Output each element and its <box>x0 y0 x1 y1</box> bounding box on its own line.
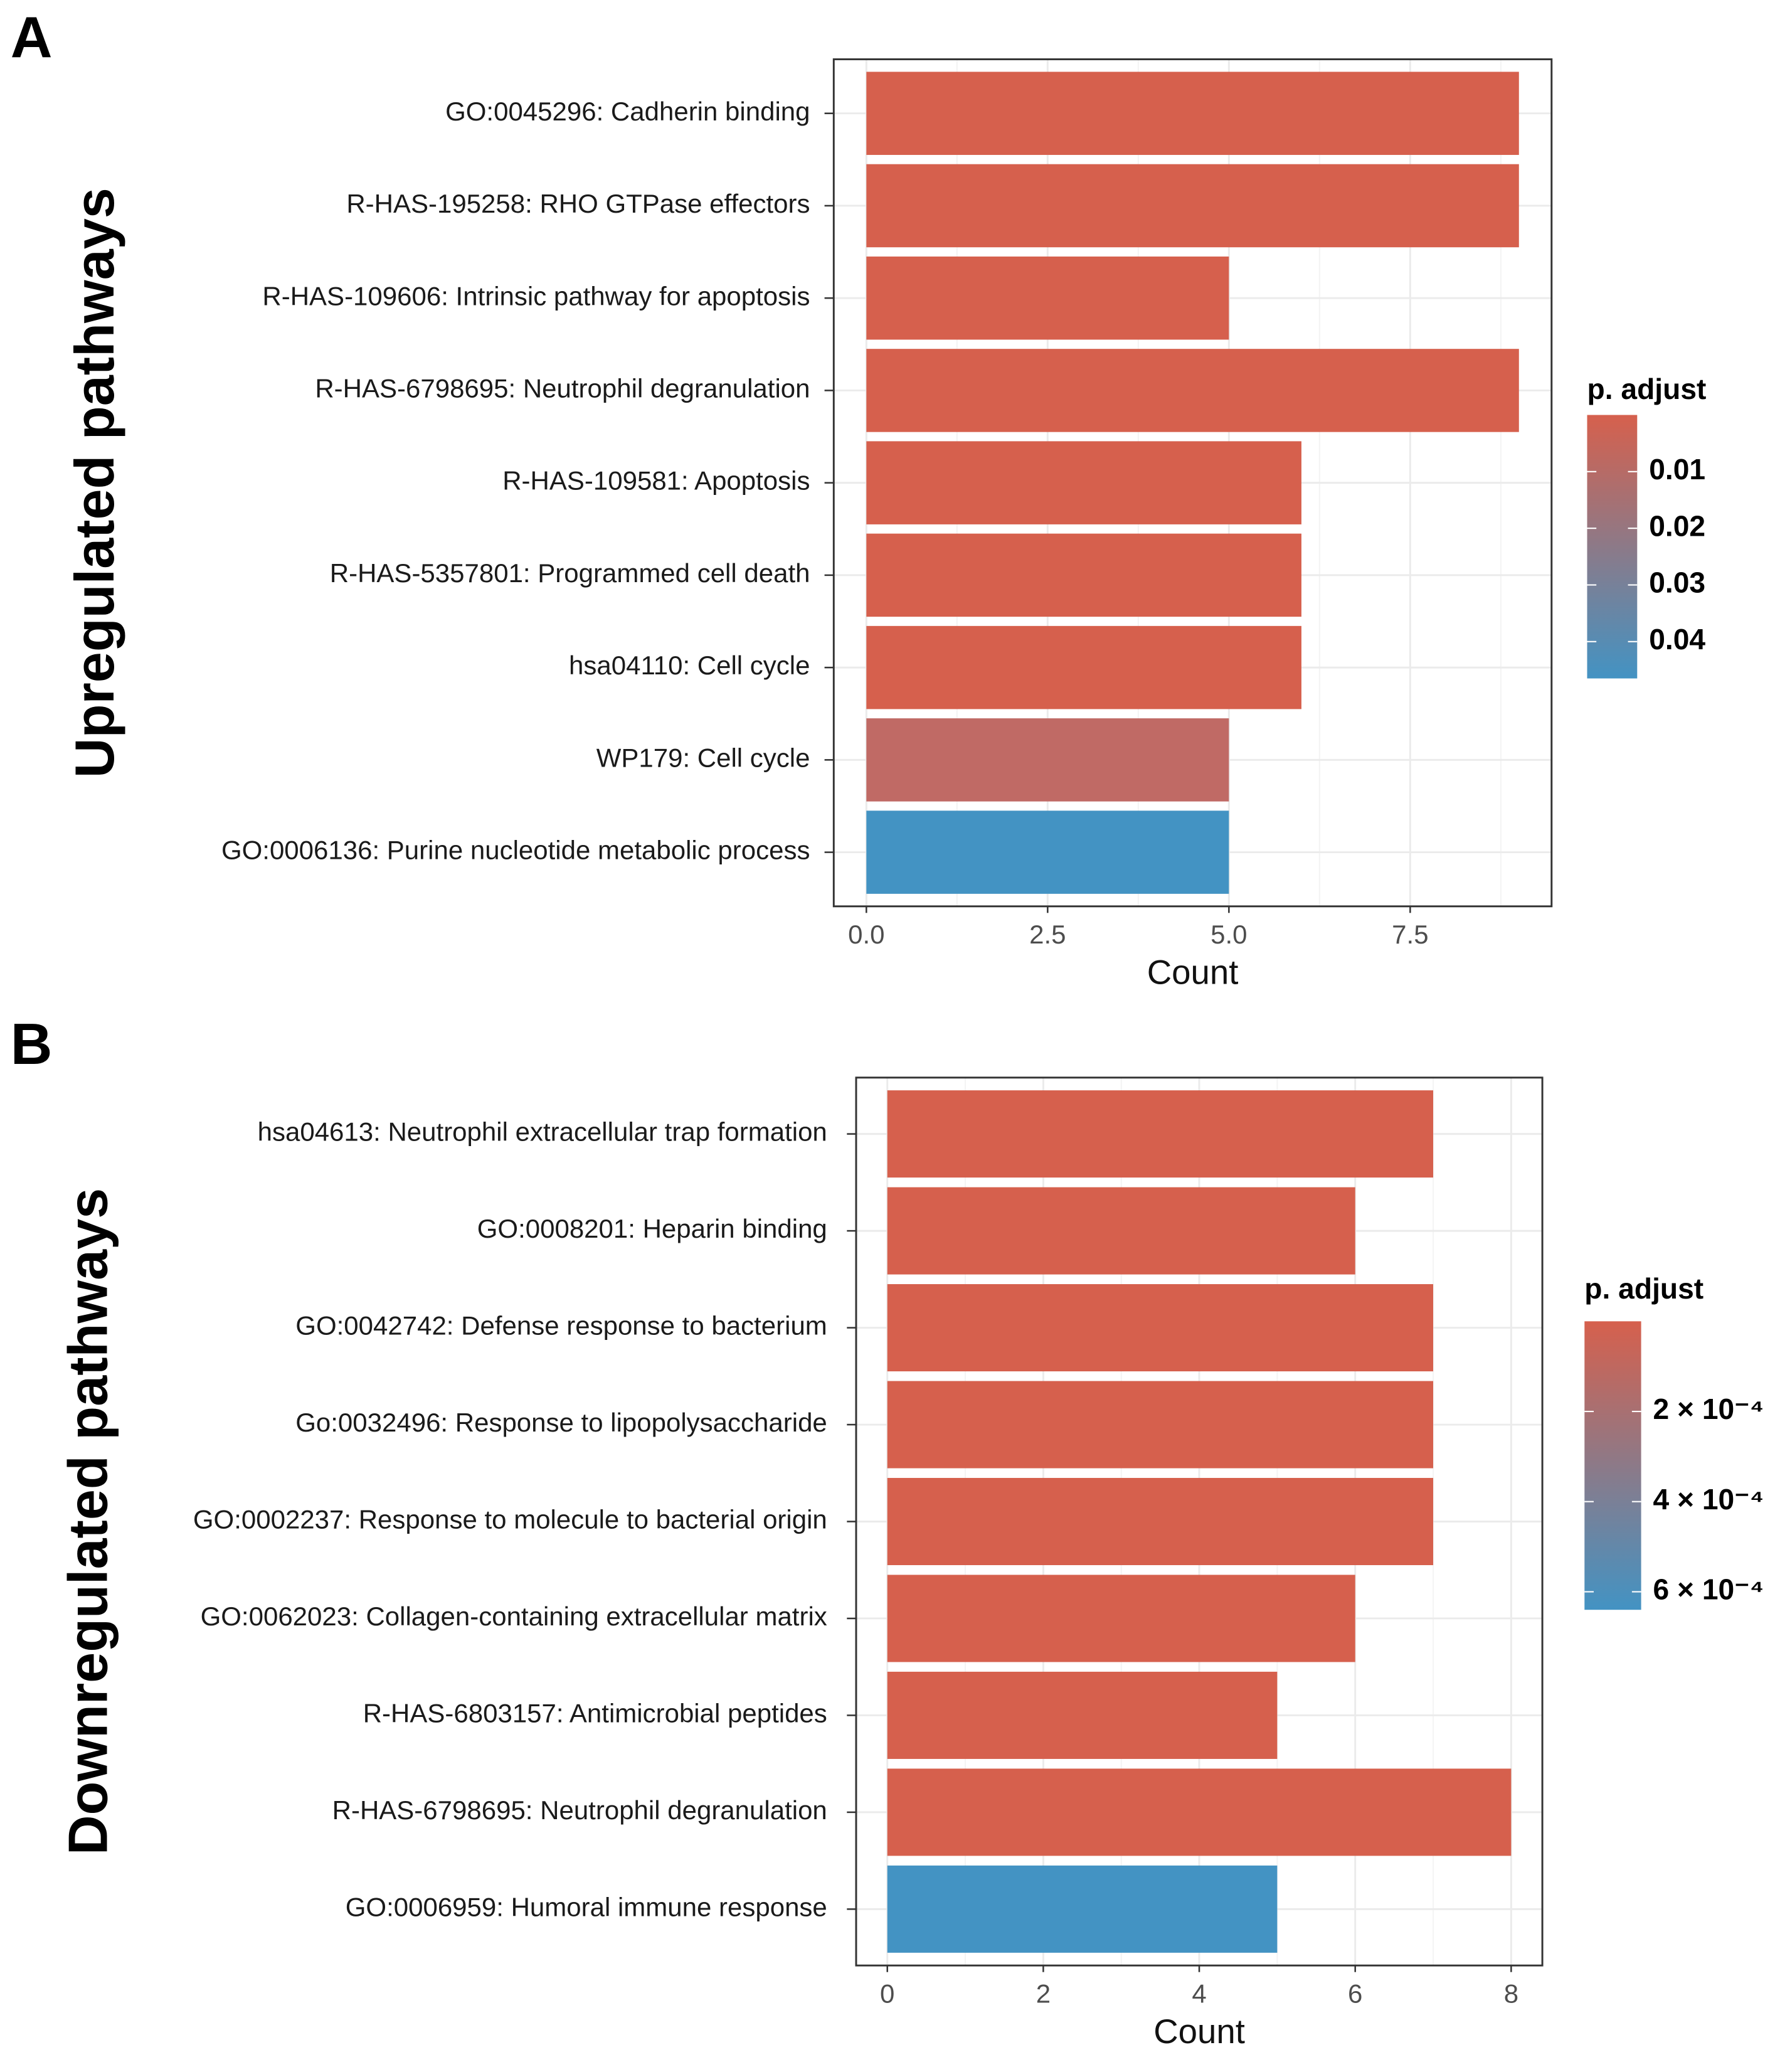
x-axis-label: Count <box>1153 2012 1245 2051</box>
y-axis-label: Downregulated pathways <box>56 1188 119 1855</box>
bar <box>887 1865 1278 1953</box>
y-tick-label: GO:0042742: Defense response to bacteriu… <box>295 1311 827 1341</box>
bar <box>866 164 1519 248</box>
x-tick-label: 0 <box>880 1979 894 2009</box>
panel-letter: B <box>11 1011 53 1076</box>
colorbar <box>1587 415 1638 679</box>
colorbar-label: 0.01 <box>1649 453 1705 486</box>
bar <box>866 72 1519 155</box>
y-tick-label: GO:0045296: Cadherin binding <box>445 97 810 126</box>
y-tick-label: R-HAS-109606: Intrinsic pathway for apop… <box>262 281 810 311</box>
y-tick-label: hsa04613: Neutrophil extracellular trap … <box>258 1117 827 1147</box>
bar <box>866 441 1301 524</box>
colorbar-label: 4 × 10⁻⁴ <box>1653 1483 1764 1516</box>
colorbar-label: 2 × 10⁻⁴ <box>1653 1393 1764 1425</box>
legend-title: p. adjust <box>1584 1272 1703 1305</box>
y-tick-label: R-HAS-6798695: Neutrophil degranulation <box>315 374 810 403</box>
x-tick-label: 4 <box>1192 1979 1206 2009</box>
y-tick-label: hsa04110: Cell cycle <box>569 651 810 680</box>
colorbar-label: 0.04 <box>1649 623 1705 656</box>
bar <box>866 256 1229 340</box>
bar <box>887 1768 1512 1856</box>
y-tick-label: GO:0006136: Purine nucleotide metabolic … <box>221 836 810 865</box>
bar <box>887 1477 1434 1566</box>
y-tick-label: R-HAS-5357801: Programmed cell death <box>330 558 810 588</box>
colorbar-label: 0.03 <box>1649 566 1705 599</box>
legend-title: p. adjust <box>1587 373 1707 405</box>
bar <box>887 1284 1434 1372</box>
bar <box>866 810 1229 894</box>
y-tick-label: GO:0008201: Heparin binding <box>477 1214 827 1243</box>
y-tick-label: WP179: Cell cycle <box>596 743 810 772</box>
y-tick-label: GO:0062023: Collagen-containing extracel… <box>201 1602 827 1631</box>
y-tick-label: R-HAS-195258: RHO GTPase effectors <box>346 189 810 218</box>
bar <box>887 1671 1278 1759</box>
bar <box>866 718 1229 802</box>
x-tick-label: 2 <box>1036 1979 1051 2009</box>
y-tick-label: GO:0006959: Humoral immune response <box>346 1892 827 1921</box>
bar <box>866 533 1301 617</box>
bar <box>866 625 1301 709</box>
colorbar-label: 0.02 <box>1649 509 1705 542</box>
y-tick-label: R-HAS-6803157: Antimicrobial peptides <box>363 1699 827 1728</box>
bar <box>887 1090 1434 1178</box>
plot-border <box>855 1076 1544 1967</box>
panel-letter: A <box>11 5 53 70</box>
plot-border <box>832 58 1553 908</box>
bar <box>887 1575 1355 1662</box>
x-tick-label: 0.0 <box>848 920 884 949</box>
colorbar-label: 6 × 10⁻⁴ <box>1653 1573 1764 1606</box>
y-tick-label: GO:0002237: Response to molecule to bact… <box>193 1505 827 1534</box>
x-tick-label: 2.5 <box>1029 920 1066 949</box>
bar <box>887 1381 1434 1469</box>
bar <box>887 1187 1355 1275</box>
y-tick-label: R-HAS-6798695: Neutrophil degranulation <box>332 1795 827 1825</box>
x-tick-label: 6 <box>1348 1979 1362 2009</box>
colorbar <box>1584 1321 1641 1610</box>
y-tick-label: R-HAS-109581: Apoptosis <box>502 466 810 496</box>
bar <box>866 349 1519 432</box>
x-tick-label: 5.0 <box>1211 920 1247 949</box>
x-tick-label: 7.5 <box>1392 920 1428 949</box>
y-axis-label: Upregulated pathways <box>63 188 125 778</box>
x-axis-label: Count <box>1147 953 1239 991</box>
figure-content: A 0.0 2.5 5.0 7.5 GO:0045296: Cadherin bindin… <box>11 5 1764 2051</box>
y-tick-label: Go:0032496: Response to lipopolysacchari… <box>295 1408 827 1437</box>
x-tick-label: 8 <box>1504 1979 1518 2009</box>
